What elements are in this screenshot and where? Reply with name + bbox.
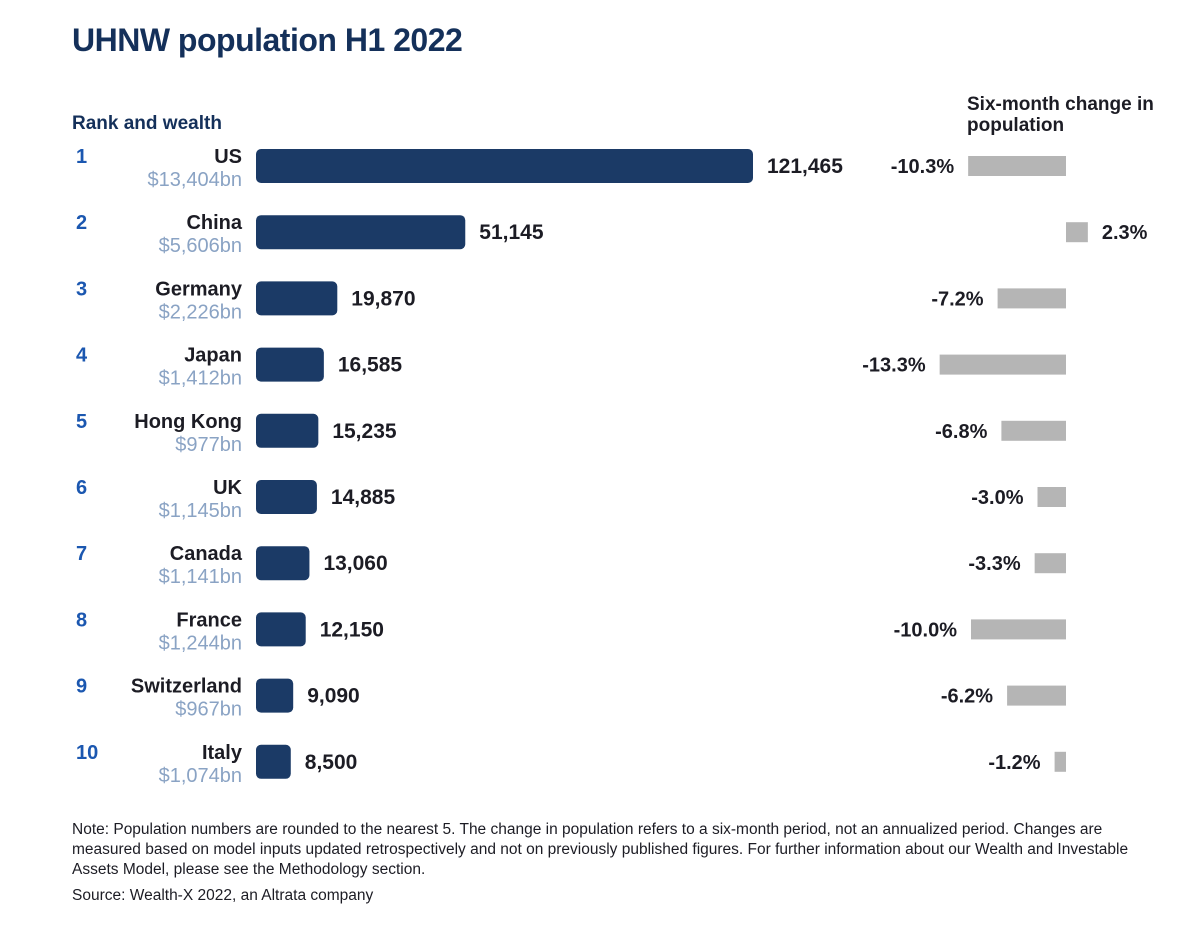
change-value-label: -3.0% (971, 487, 1023, 509)
population-bar (256, 347, 324, 382)
change-value-label: -13.3% (862, 355, 926, 377)
change-value-label: -1.2% (988, 752, 1040, 774)
rank-number: 9 (76, 676, 87, 698)
wealth-label: $1,141bn (159, 566, 242, 588)
wealth-label: $1,244bn (159, 632, 242, 654)
change-bar (968, 156, 1066, 176)
country-label: UK (213, 477, 242, 499)
wealth-label: $1,412bn (159, 368, 242, 390)
population-value-label: 19,870 (351, 287, 415, 310)
country-label: China (186, 212, 242, 234)
country-label: France (176, 609, 242, 631)
population-bar (256, 612, 306, 647)
change-value-label: -7.2% (931, 288, 983, 310)
population-value-label: 8,500 (305, 751, 358, 774)
population-value-label: 121,465 (767, 155, 843, 178)
population-value-label: 13,060 (323, 552, 387, 575)
change-bar (1054, 751, 1066, 772)
country-label: Hong Kong (134, 411, 242, 433)
rank-number: 6 (76, 477, 87, 499)
uhnw-bar-chart: 1 US$13,404bn 121,465 -10.3% 2 China$5,606bn 5… (76, 146, 1148, 787)
change-bar (939, 354, 1066, 375)
wealth-label: $967bn (175, 699, 242, 721)
rank-number: 2 (76, 212, 87, 234)
six-month-change-header: Six-month change in population (967, 94, 1154, 136)
rank-number: 4 (76, 345, 88, 367)
country-label: Germany (155, 278, 243, 300)
wealth-label: $5,606bn (159, 235, 242, 257)
wealth-label: $1,074bn (159, 765, 242, 787)
population-value-label: 15,235 (332, 420, 397, 443)
population-bar (256, 281, 338, 316)
population-bar (256, 744, 291, 779)
country-label: US (214, 146, 242, 168)
change-bar (1001, 420, 1066, 441)
change-value-label: -3.3% (968, 553, 1020, 575)
population-bar (256, 149, 753, 183)
footnote: Note: Population numbers are rounded to … (72, 821, 1129, 878)
change-value-label: -6.2% (941, 686, 993, 708)
rank-number: 3 (76, 278, 87, 300)
population-bar (256, 215, 466, 250)
population-value-label: 14,885 (331, 486, 396, 509)
rank-wealth-header: Rank and wealth (72, 113, 222, 134)
rank-number: 7 (76, 543, 87, 565)
source-note: Source: Wealth-X 2022, an Altrata compan… (72, 887, 374, 904)
change-bar (1034, 553, 1066, 574)
wealth-label: $977bn (175, 434, 242, 456)
chart-title: UHNW population H1 2022 (72, 22, 463, 58)
change-bar (971, 619, 1066, 640)
change-bar (997, 288, 1066, 309)
wealth-label: $1,145bn (159, 500, 242, 522)
population-bar (256, 678, 294, 713)
country-label: Japan (184, 345, 242, 367)
change-bar (1007, 685, 1066, 706)
population-value-label: 16,585 (338, 354, 403, 377)
rank-number: 5 (76, 411, 87, 433)
country-label: Switzerland (131, 676, 242, 698)
wealth-label: $13,404bn (147, 169, 242, 191)
change-value-label: -10.3% (891, 156, 955, 178)
change-value-label: -6.8% (935, 421, 987, 443)
country-label: Italy (202, 742, 243, 764)
change-value-label: 2.3% (1102, 222, 1148, 244)
population-bar (256, 413, 319, 448)
population-bar (256, 546, 310, 581)
rank-number: 8 (76, 609, 87, 631)
population-bar (256, 480, 317, 514)
change-bar (1037, 487, 1066, 507)
wealth-label: $2,226bn (159, 301, 242, 323)
change-value-label: -10.0% (894, 619, 958, 641)
rank-number: 10 (76, 742, 98, 764)
population-value-label: 9,090 (307, 685, 360, 708)
population-value-label: 51,145 (479, 221, 544, 244)
change-bar (1066, 222, 1088, 243)
country-label: Canada (170, 543, 243, 565)
population-value-label: 12,150 (320, 618, 384, 641)
rank-number: 1 (76, 146, 87, 168)
